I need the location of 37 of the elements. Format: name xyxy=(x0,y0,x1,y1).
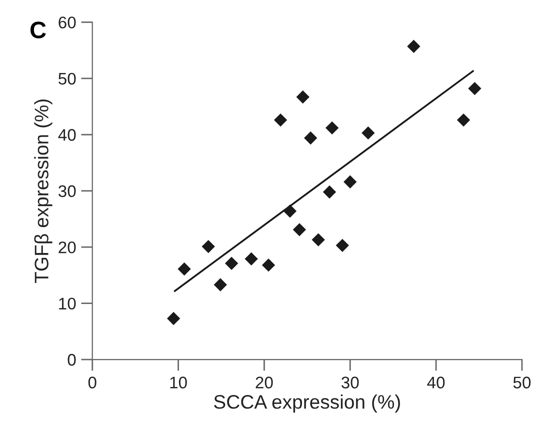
point xyxy=(362,126,375,140)
y-tick-label: 50 xyxy=(58,72,76,85)
point xyxy=(322,185,336,199)
x-tick-label: 20 xyxy=(256,376,273,388)
point xyxy=(336,238,349,252)
y-axis-title: TGFβ expression (%) xyxy=(34,100,52,283)
point xyxy=(292,223,306,236)
x-tick-label: 10 xyxy=(170,376,187,388)
point xyxy=(214,278,227,292)
point xyxy=(325,121,339,134)
x-tick-label: 50 xyxy=(513,376,531,388)
point xyxy=(283,204,297,218)
point xyxy=(178,262,191,276)
point xyxy=(202,240,215,254)
point xyxy=(304,131,318,145)
point xyxy=(244,252,258,266)
x-tick-label: 30 xyxy=(341,376,359,388)
y-tick-label: 10 xyxy=(59,298,76,310)
point xyxy=(312,233,325,246)
y-tick-label: 40 xyxy=(58,129,76,141)
point xyxy=(166,312,180,326)
point xyxy=(296,90,310,104)
point xyxy=(224,256,238,270)
point xyxy=(274,113,288,127)
point xyxy=(344,175,357,188)
x-tick-label: 40 xyxy=(427,376,445,388)
x-tick-label: 0 xyxy=(88,376,96,388)
x-axis-title: SCCA expression (%) xyxy=(214,394,400,413)
y-tick-label: 20 xyxy=(58,241,76,254)
text: C xyxy=(30,22,46,38)
point xyxy=(468,82,482,96)
point xyxy=(262,258,276,272)
point xyxy=(407,40,420,53)
point xyxy=(456,113,470,127)
y-tick-label: 0 xyxy=(68,354,76,366)
y-tick-label: 60 xyxy=(58,16,76,28)
y-tick-label: 30 xyxy=(58,185,76,198)
